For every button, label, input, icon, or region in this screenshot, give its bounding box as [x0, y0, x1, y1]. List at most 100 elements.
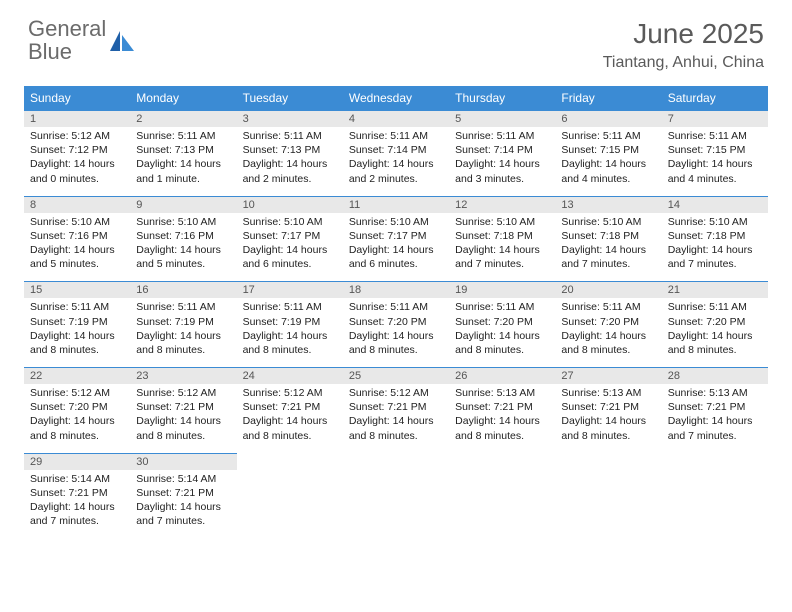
day-cell: Sunrise: 5:11 AMSunset: 7:20 PMDaylight:… [343, 298, 449, 367]
daylight-line-1: Daylight: 14 hours [30, 157, 124, 171]
sunrise-line: Sunrise: 5:11 AM [243, 129, 337, 143]
day-header-cell: Wednesday [343, 86, 449, 110]
sunset-line: Sunset: 7:21 PM [243, 400, 337, 414]
sunset-line: Sunset: 7:18 PM [455, 229, 549, 243]
daynum-cell: 18 [343, 282, 449, 298]
daynum-cell [449, 453, 555, 470]
day-cell: Sunrise: 5:10 AMSunset: 7:18 PMDaylight:… [555, 213, 661, 282]
daylight-line-2: and 8 minutes. [30, 343, 124, 357]
daynum-row: 22232425262728 [24, 367, 768, 384]
daylight-line-1: Daylight: 14 hours [136, 157, 230, 171]
daylight-line-2: and 5 minutes. [30, 257, 124, 271]
sunrise-line: Sunrise: 5:13 AM [455, 386, 549, 400]
logo-sails-icon [108, 27, 138, 55]
daylight-line-1: Daylight: 14 hours [243, 329, 337, 343]
day-header-cell: Monday [130, 86, 236, 110]
daynum-cell: 17 [237, 282, 343, 298]
daynum-row: 891011121314 [24, 196, 768, 213]
daylight-line-2: and 8 minutes. [455, 343, 549, 357]
daylight-line-1: Daylight: 14 hours [349, 329, 443, 343]
sunrise-line: Sunrise: 5:11 AM [243, 300, 337, 314]
sunrise-line: Sunrise: 5:11 AM [455, 129, 549, 143]
day-cell: Sunrise: 5:10 AMSunset: 7:17 PMDaylight:… [237, 213, 343, 282]
sunset-line: Sunset: 7:18 PM [668, 229, 762, 243]
day-cell: Sunrise: 5:14 AMSunset: 7:21 PMDaylight:… [130, 470, 236, 539]
sunrise-line: Sunrise: 5:12 AM [243, 386, 337, 400]
sunrise-line: Sunrise: 5:10 AM [668, 215, 762, 229]
daynum-cell: 10 [237, 197, 343, 213]
sunrise-line: Sunrise: 5:11 AM [561, 129, 655, 143]
day-cell: Sunrise: 5:11 AMSunset: 7:20 PMDaylight:… [662, 298, 768, 367]
daylight-line-2: and 8 minutes. [349, 429, 443, 443]
day-header-cell: Tuesday [237, 86, 343, 110]
daylight-line-1: Daylight: 14 hours [561, 329, 655, 343]
day-header-cell: Sunday [24, 86, 130, 110]
daylight-line-1: Daylight: 14 hours [668, 243, 762, 257]
daynum-cell: 8 [24, 197, 130, 213]
daynum-row: 15161718192021 [24, 281, 768, 298]
daynum-cell: 19 [449, 282, 555, 298]
daylight-line-2: and 5 minutes. [136, 257, 230, 271]
day-cell: Sunrise: 5:11 AMSunset: 7:19 PMDaylight:… [24, 298, 130, 367]
daynum-cell [662, 453, 768, 470]
daynum-cell: 11 [343, 197, 449, 213]
day-cell: Sunrise: 5:11 AMSunset: 7:14 PMDaylight:… [343, 127, 449, 196]
sunrise-line: Sunrise: 5:11 AM [136, 129, 230, 143]
logo-text-2: Blue [28, 39, 72, 64]
daylight-line-2: and 7 minutes. [561, 257, 655, 271]
daylight-line-2: and 7 minutes. [668, 429, 762, 443]
sunset-line: Sunset: 7:20 PM [30, 400, 124, 414]
daynum-cell: 13 [555, 197, 661, 213]
daylight-line-1: Daylight: 14 hours [30, 329, 124, 343]
daynum-cell [343, 453, 449, 470]
daynum-cell: 25 [343, 368, 449, 384]
sunset-line: Sunset: 7:12 PM [30, 143, 124, 157]
daylight-line-1: Daylight: 14 hours [136, 500, 230, 514]
daynum-cell: 26 [449, 368, 555, 384]
daylight-line-1: Daylight: 14 hours [30, 243, 124, 257]
sunset-line: Sunset: 7:21 PM [30, 486, 124, 500]
sunrise-line: Sunrise: 5:11 AM [136, 300, 230, 314]
daylight-line-1: Daylight: 14 hours [561, 243, 655, 257]
sunset-line: Sunset: 7:15 PM [561, 143, 655, 157]
sunset-line: Sunset: 7:19 PM [243, 315, 337, 329]
sunset-line: Sunset: 7:14 PM [455, 143, 549, 157]
sunrise-line: Sunrise: 5:10 AM [349, 215, 443, 229]
daylight-line-2: and 8 minutes. [349, 343, 443, 357]
day-cell [662, 470, 768, 539]
daylight-line-2: and 4 minutes. [561, 172, 655, 186]
sunset-line: Sunset: 7:20 PM [668, 315, 762, 329]
daylight-line-2: and 8 minutes. [136, 429, 230, 443]
day-cell: Sunrise: 5:11 AMSunset: 7:15 PMDaylight:… [555, 127, 661, 196]
sunset-line: Sunset: 7:21 PM [136, 486, 230, 500]
title-block: June 2025 Tiantang, Anhui, China [603, 18, 764, 72]
logo-text-1: General [28, 16, 106, 41]
day-cell [449, 470, 555, 539]
daylight-line-2: and 8 minutes. [243, 343, 337, 357]
daylight-line-1: Daylight: 14 hours [561, 157, 655, 171]
daylight-line-2: and 8 minutes. [561, 343, 655, 357]
day-cell: Sunrise: 5:10 AMSunset: 7:18 PMDaylight:… [449, 213, 555, 282]
daynum-cell: 16 [130, 282, 236, 298]
daylight-line-2: and 1 minute. [136, 172, 230, 186]
day-cell: Sunrise: 5:11 AMSunset: 7:14 PMDaylight:… [449, 127, 555, 196]
daylight-line-1: Daylight: 14 hours [243, 157, 337, 171]
daylight-line-2: and 3 minutes. [455, 172, 549, 186]
daynum-row: 2930 [24, 453, 768, 470]
logo: General Blue [28, 18, 138, 64]
daylight-line-1: Daylight: 14 hours [349, 243, 443, 257]
week-row: Sunrise: 5:11 AMSunset: 7:19 PMDaylight:… [24, 298, 768, 367]
sunrise-line: Sunrise: 5:13 AM [561, 386, 655, 400]
week-row: Sunrise: 5:12 AMSunset: 7:20 PMDaylight:… [24, 384, 768, 453]
sunset-line: Sunset: 7:17 PM [243, 229, 337, 243]
day-header-cell: Thursday [449, 86, 555, 110]
week-row: Sunrise: 5:14 AMSunset: 7:21 PMDaylight:… [24, 470, 768, 539]
daynum-cell: 29 [24, 453, 130, 470]
daynum-cell: 9 [130, 197, 236, 213]
sunrise-line: Sunrise: 5:13 AM [668, 386, 762, 400]
daylight-line-2: and 8 minutes. [30, 429, 124, 443]
daynum-cell: 23 [130, 368, 236, 384]
sunrise-line: Sunrise: 5:11 AM [349, 129, 443, 143]
day-cell: Sunrise: 5:10 AMSunset: 7:16 PMDaylight:… [24, 213, 130, 282]
daylight-line-2: and 8 minutes. [561, 429, 655, 443]
